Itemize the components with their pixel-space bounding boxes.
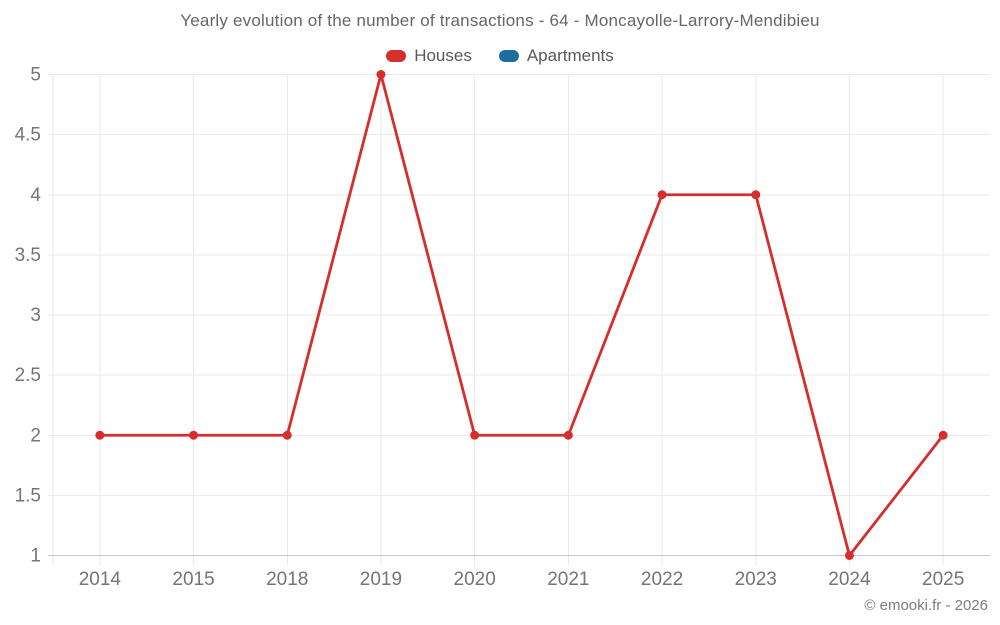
houses-point-2025[interactable] [938,430,948,440]
chart-title: Yearly evolution of the number of transa… [180,11,820,30]
houses-point-2015[interactable] [189,430,199,440]
y-tick-label: 3.5 [15,245,41,266]
x-tick-label: 2018 [266,569,308,590]
chart-legend: Houses Apartments [0,46,1000,66]
apartments-legend-label: Apartments [526,46,614,65]
houses-point-2021[interactable] [563,430,573,440]
y-tick-label: 1 [30,546,41,567]
y-tick-label: 4.5 [15,125,41,146]
y-tick-label: 4 [30,185,41,206]
apartments-legend-swatch [498,50,519,62]
houses-point-2019[interactable] [376,70,386,79]
houses-legend-label: Houses [414,46,472,65]
x-tick-label: 2021 [547,569,589,590]
x-tick-label: 2022 [641,569,683,590]
y-tick-label: 3 [30,305,41,326]
x-tick-label: 2020 [454,569,496,590]
houses-point-2023[interactable] [751,190,761,200]
x-tick-label: 2024 [828,569,871,590]
houses-legend-swatch [386,50,407,62]
y-tick-label: 2 [30,425,41,446]
y-tick-label: 5 [30,65,41,86]
credits-link[interactable]: © emooki.fr - 2026 [864,597,988,614]
houses-point-2022[interactable] [657,190,667,200]
legend-item-houses[interactable]: Houses [386,46,472,66]
x-tick-label: 2019 [360,569,402,590]
y-tick-label: 2.5 [15,365,41,386]
houses-point-2024[interactable] [844,551,854,560]
houses-line[interactable] [98,73,945,557]
x-tick-label: 2025 [922,569,964,590]
y-tick-label: 1.5 [15,485,41,506]
houses-point-2014[interactable] [95,430,105,440]
houses-point-2018[interactable] [282,430,292,440]
x-tick-label: 2014 [79,569,122,590]
x-tick-label: 2015 [172,569,214,590]
legend-item-apartments[interactable]: Apartments [498,46,614,66]
houses-point-2020[interactable] [470,430,480,440]
x-tick-label: 2023 [735,569,777,590]
